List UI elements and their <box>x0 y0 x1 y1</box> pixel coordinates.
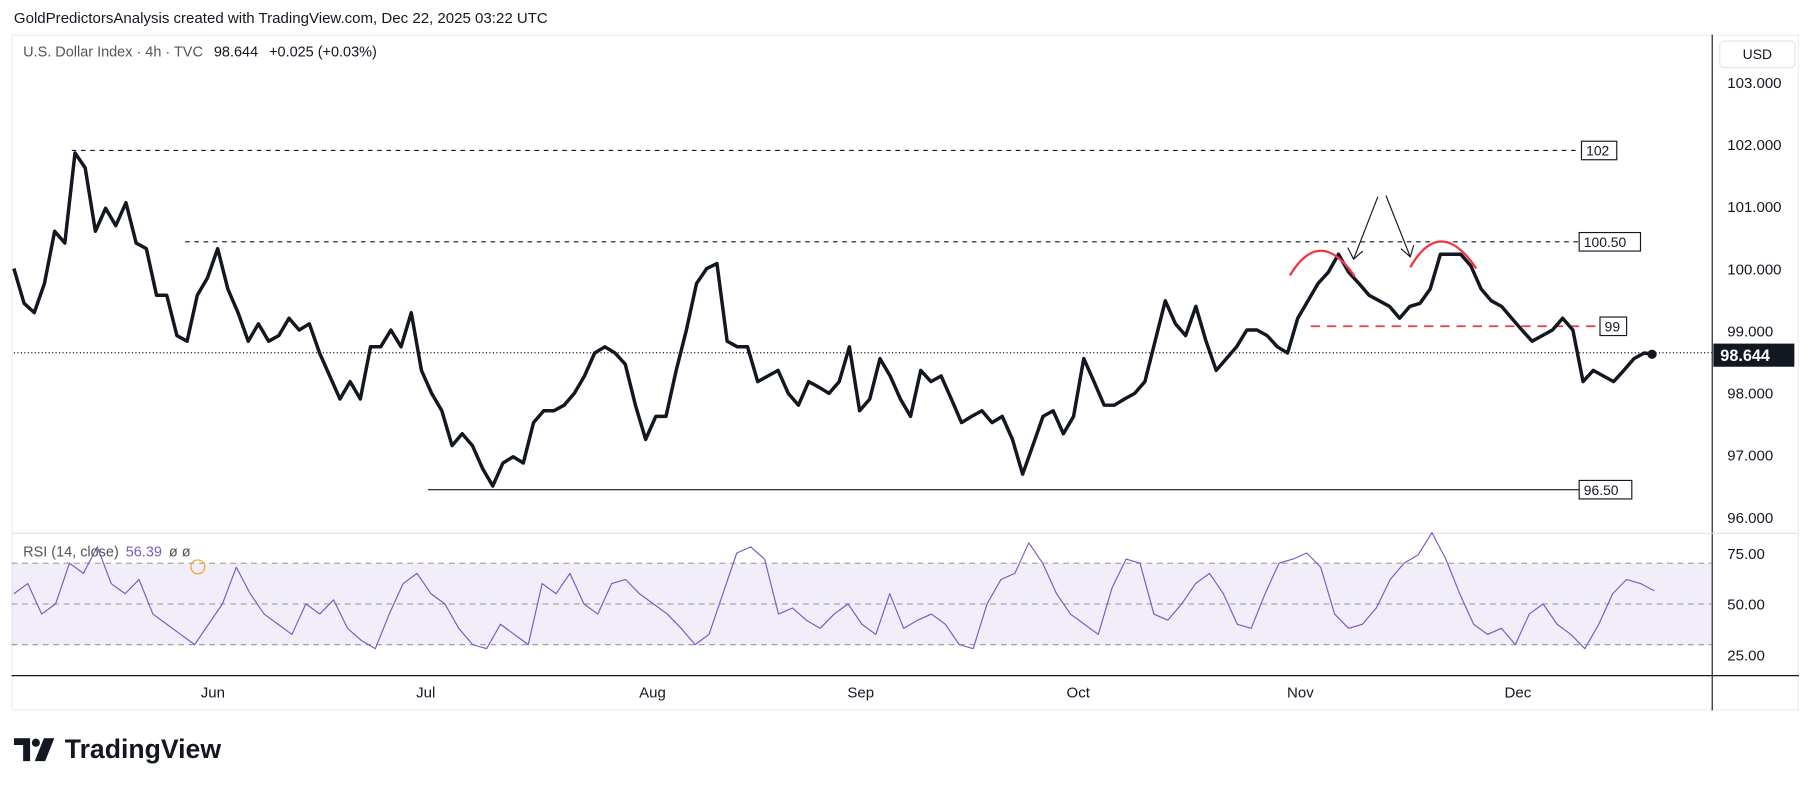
symbol-name: U.S. Dollar Index · 4h · TVC <box>23 43 203 61</box>
time-tick-label: Jul <box>416 685 435 702</box>
attribution-text: GoldPredictorsAnalysis created with Trad… <box>13 9 548 27</box>
level-label: 100.50 <box>1584 234 1627 250</box>
price-tick-label: 102.000 <box>1727 137 1781 154</box>
rsi-legend[interactable]: RSI (14, close) 56.39 ø ø <box>23 544 190 560</box>
time-tick-label: Sep <box>847 685 874 702</box>
last-price-tag: 98.644 <box>1713 343 1795 367</box>
rsi-alert-circle <box>190 559 206 575</box>
time-tick-label: Jun <box>201 685 225 702</box>
time-tick-label: Aug <box>639 685 666 702</box>
price-tick-label: 101.000 <box>1727 199 1781 216</box>
level-label-box <box>1580 140 1618 161</box>
price-tick-label: 96.000 <box>1727 510 1773 527</box>
currency-button[interactable]: USD <box>1719 40 1796 69</box>
chart-frame <box>11 34 1799 711</box>
level-label: 99 <box>1605 318 1621 334</box>
time-tick-label: Nov <box>1287 685 1314 702</box>
arrow-right[interactable] <box>1385 195 1415 258</box>
price-tick-label: 103.000 <box>1727 75 1781 92</box>
last-price-dot <box>1647 349 1657 359</box>
tradingview-logo-icon <box>13 737 55 761</box>
price-tick-label: 99.000 <box>1727 323 1773 340</box>
last-price: 98.644 <box>213 43 259 61</box>
rsi-label: RSI (14, close) <box>23 543 119 560</box>
price-change: +0.025 (+0.03%) <box>269 43 377 61</box>
red-arc-right-shoulder[interactable] <box>1409 240 1478 270</box>
price-tick-label: 98.000 <box>1727 386 1773 403</box>
rsi-tick-label: 75.00 <box>1727 546 1765 563</box>
price-tick-label: 97.000 <box>1727 448 1773 465</box>
tradingview-logo[interactable]: TradingView <box>13 733 222 764</box>
rsi-tick-label: 25.00 <box>1727 648 1765 665</box>
symbol-legend[interactable]: U.S. Dollar Index · 4h · TVC 98.644 +0.0… <box>23 44 384 60</box>
level-label-box <box>1599 316 1628 337</box>
rsi-tick-label: 50.00 <box>1727 597 1765 614</box>
price-tick-label: 100.000 <box>1727 261 1781 278</box>
price-line <box>12 151 1655 488</box>
arrow-left[interactable] <box>1347 196 1379 261</box>
logo-text: TradingView <box>64 733 222 764</box>
time-tick-label: Oct <box>1067 685 1091 702</box>
level-label: 102 <box>1586 143 1609 159</box>
rsi-extra: ø ø <box>168 543 191 560</box>
rsi-value: 56.39 <box>125 543 162 560</box>
time-tick-label: Dec <box>1505 685 1532 702</box>
red-arc-left-shoulder[interactable] <box>1288 249 1356 278</box>
level-label-box <box>1578 479 1633 500</box>
level-label-box <box>1578 231 1642 252</box>
level-label: 96.50 <box>1584 482 1619 498</box>
